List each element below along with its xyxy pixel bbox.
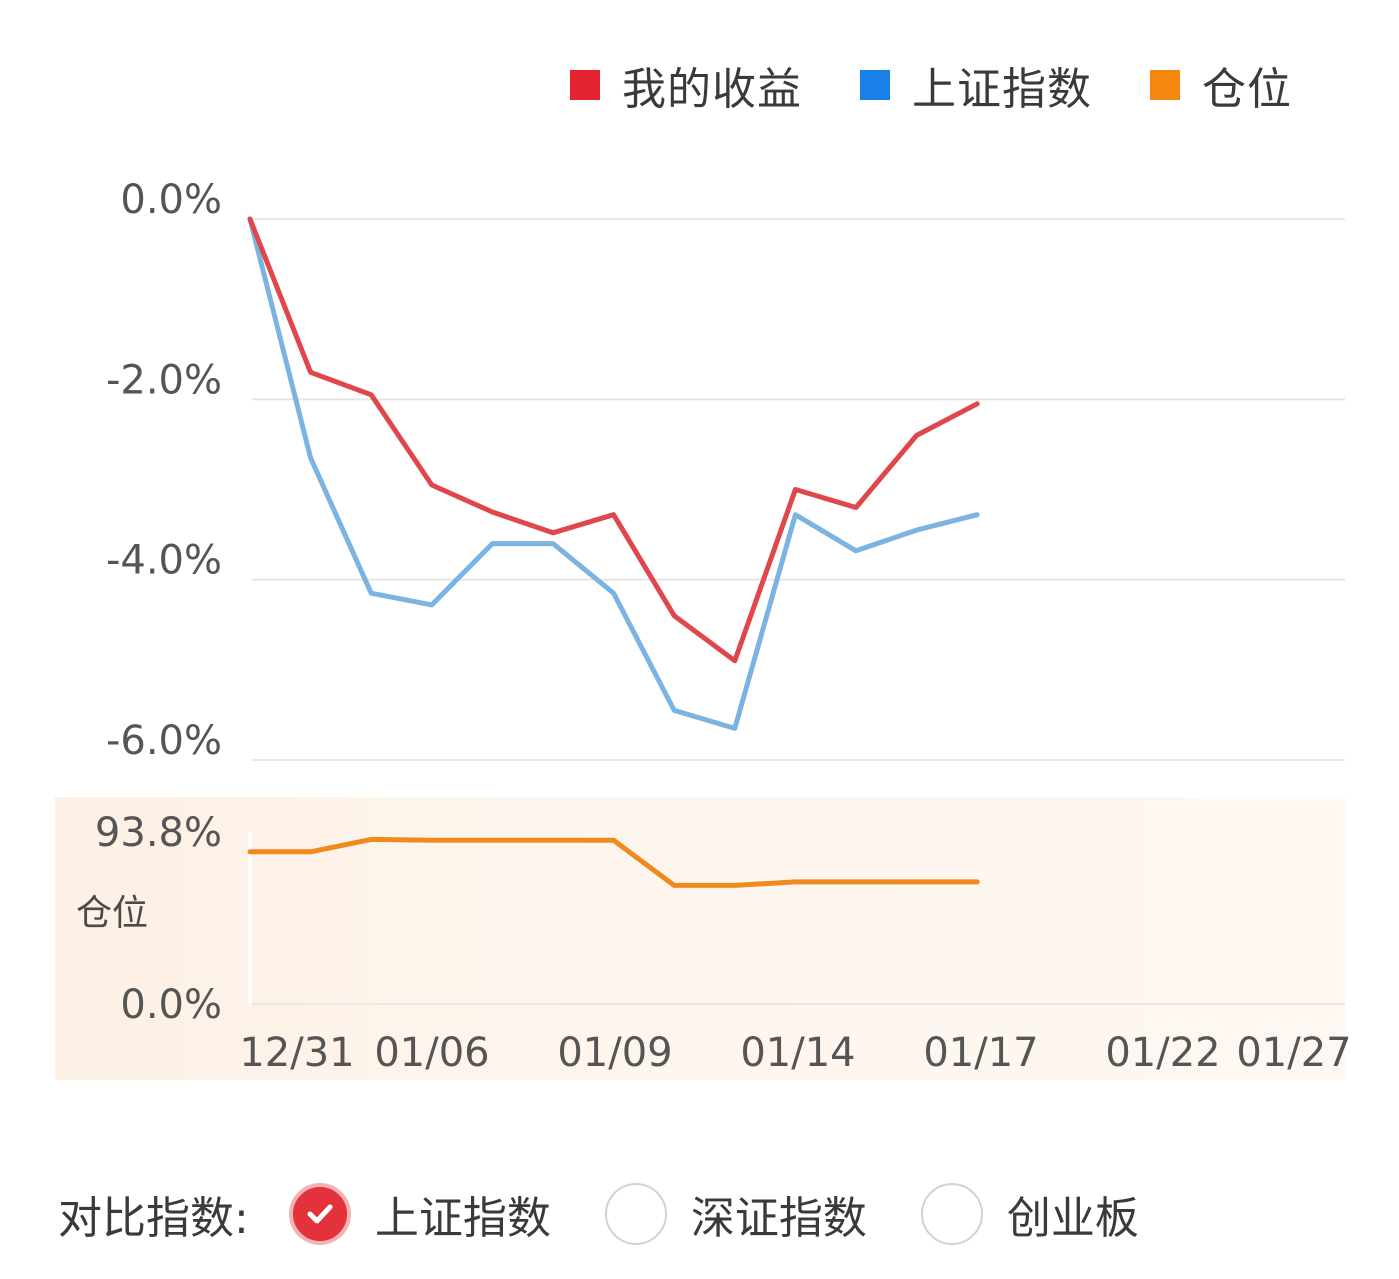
x-tick-label: 01/22 <box>1105 1030 1220 1076</box>
x-tick-label: 01/06 <box>374 1030 489 1076</box>
legend-item-shanghai-index[interactable]: 上证指数 <box>860 53 1092 117</box>
position-panel-background <box>55 797 1345 1080</box>
y-tick-label: 0.0% <box>120 177 222 223</box>
compare-option-label: 上证指数 <box>374 1193 551 1244</box>
position-y-axis: 93.8% 0.0% <box>95 810 222 1028</box>
legend-item-position[interactable]: 仓位 <box>1150 53 1292 117</box>
series-line-position <box>247 836 980 888</box>
legend-label: 上证指数 <box>912 64 1092 115</box>
compare-option-label: 创业板 <box>1006 1193 1139 1244</box>
compare-index-selector: 对比指数: 上证指数 深证指数 创业板 <box>58 1170 1193 1258</box>
legend-label: 我的收益 <box>622 64 802 115</box>
compare-option-shenzhen[interactable]: 深证指数 <box>604 1182 867 1246</box>
compare-option-chinext[interactable]: 创业板 <box>920 1182 1139 1246</box>
compare-option-label: 深证指数 <box>690 1193 867 1244</box>
compare-option-shanghai[interactable]: 上证指数 <box>288 1182 551 1246</box>
series-line-my-return <box>247 216 980 664</box>
x-tick-label: 01/17 <box>923 1030 1038 1076</box>
x-tick-label: 01/27 <box>1236 1030 1351 1076</box>
y-tick-label: -2.0% <box>106 357 222 403</box>
legend-swatch <box>570 70 600 100</box>
position-axis-title: 仓位 <box>76 893 148 934</box>
series-line-shanghai-index <box>247 216 980 731</box>
y-tick-label: 93.8% <box>95 810 222 856</box>
y-tick-label: 0.0% <box>120 982 222 1028</box>
y-tick-label: -4.0% <box>106 538 222 584</box>
chart-legend: 我的收益 上证指数 仓位 <box>570 55 1350 115</box>
x-tick-label: 01/14 <box>740 1030 855 1076</box>
y-tick-label: -6.0% <box>106 718 222 764</box>
series-lines <box>247 216 980 888</box>
radio-unchecked-icon[interactable] <box>604 1183 667 1245</box>
legend-swatch <box>1150 70 1180 100</box>
x-axis: 12/31 01/06 01/09 01/14 01/17 01/22 01/27 <box>239 1030 1351 1076</box>
radio-unchecked-icon[interactable] <box>920 1183 983 1245</box>
radio-checked-icon[interactable] <box>288 1183 351 1245</box>
x-tick-label: 01/09 <box>557 1030 672 1076</box>
compare-label: 对比指数: <box>58 1193 249 1244</box>
main-y-axis: 0.0% -2.0% -4.0% -6.0% <box>106 177 222 764</box>
main-grid <box>252 218 1345 761</box>
legend-label: 仓位 <box>1202 64 1292 115</box>
return-chart: 0.0% -2.0% -4.0% -6.0% 93.8% 0.0% 仓位 12/31 01… <box>55 177 1352 1080</box>
x-tick-label: 12/31 <box>239 1030 354 1076</box>
legend-swatch <box>860 70 890 100</box>
legend-item-my-return[interactable]: 我的收益 <box>570 53 802 117</box>
